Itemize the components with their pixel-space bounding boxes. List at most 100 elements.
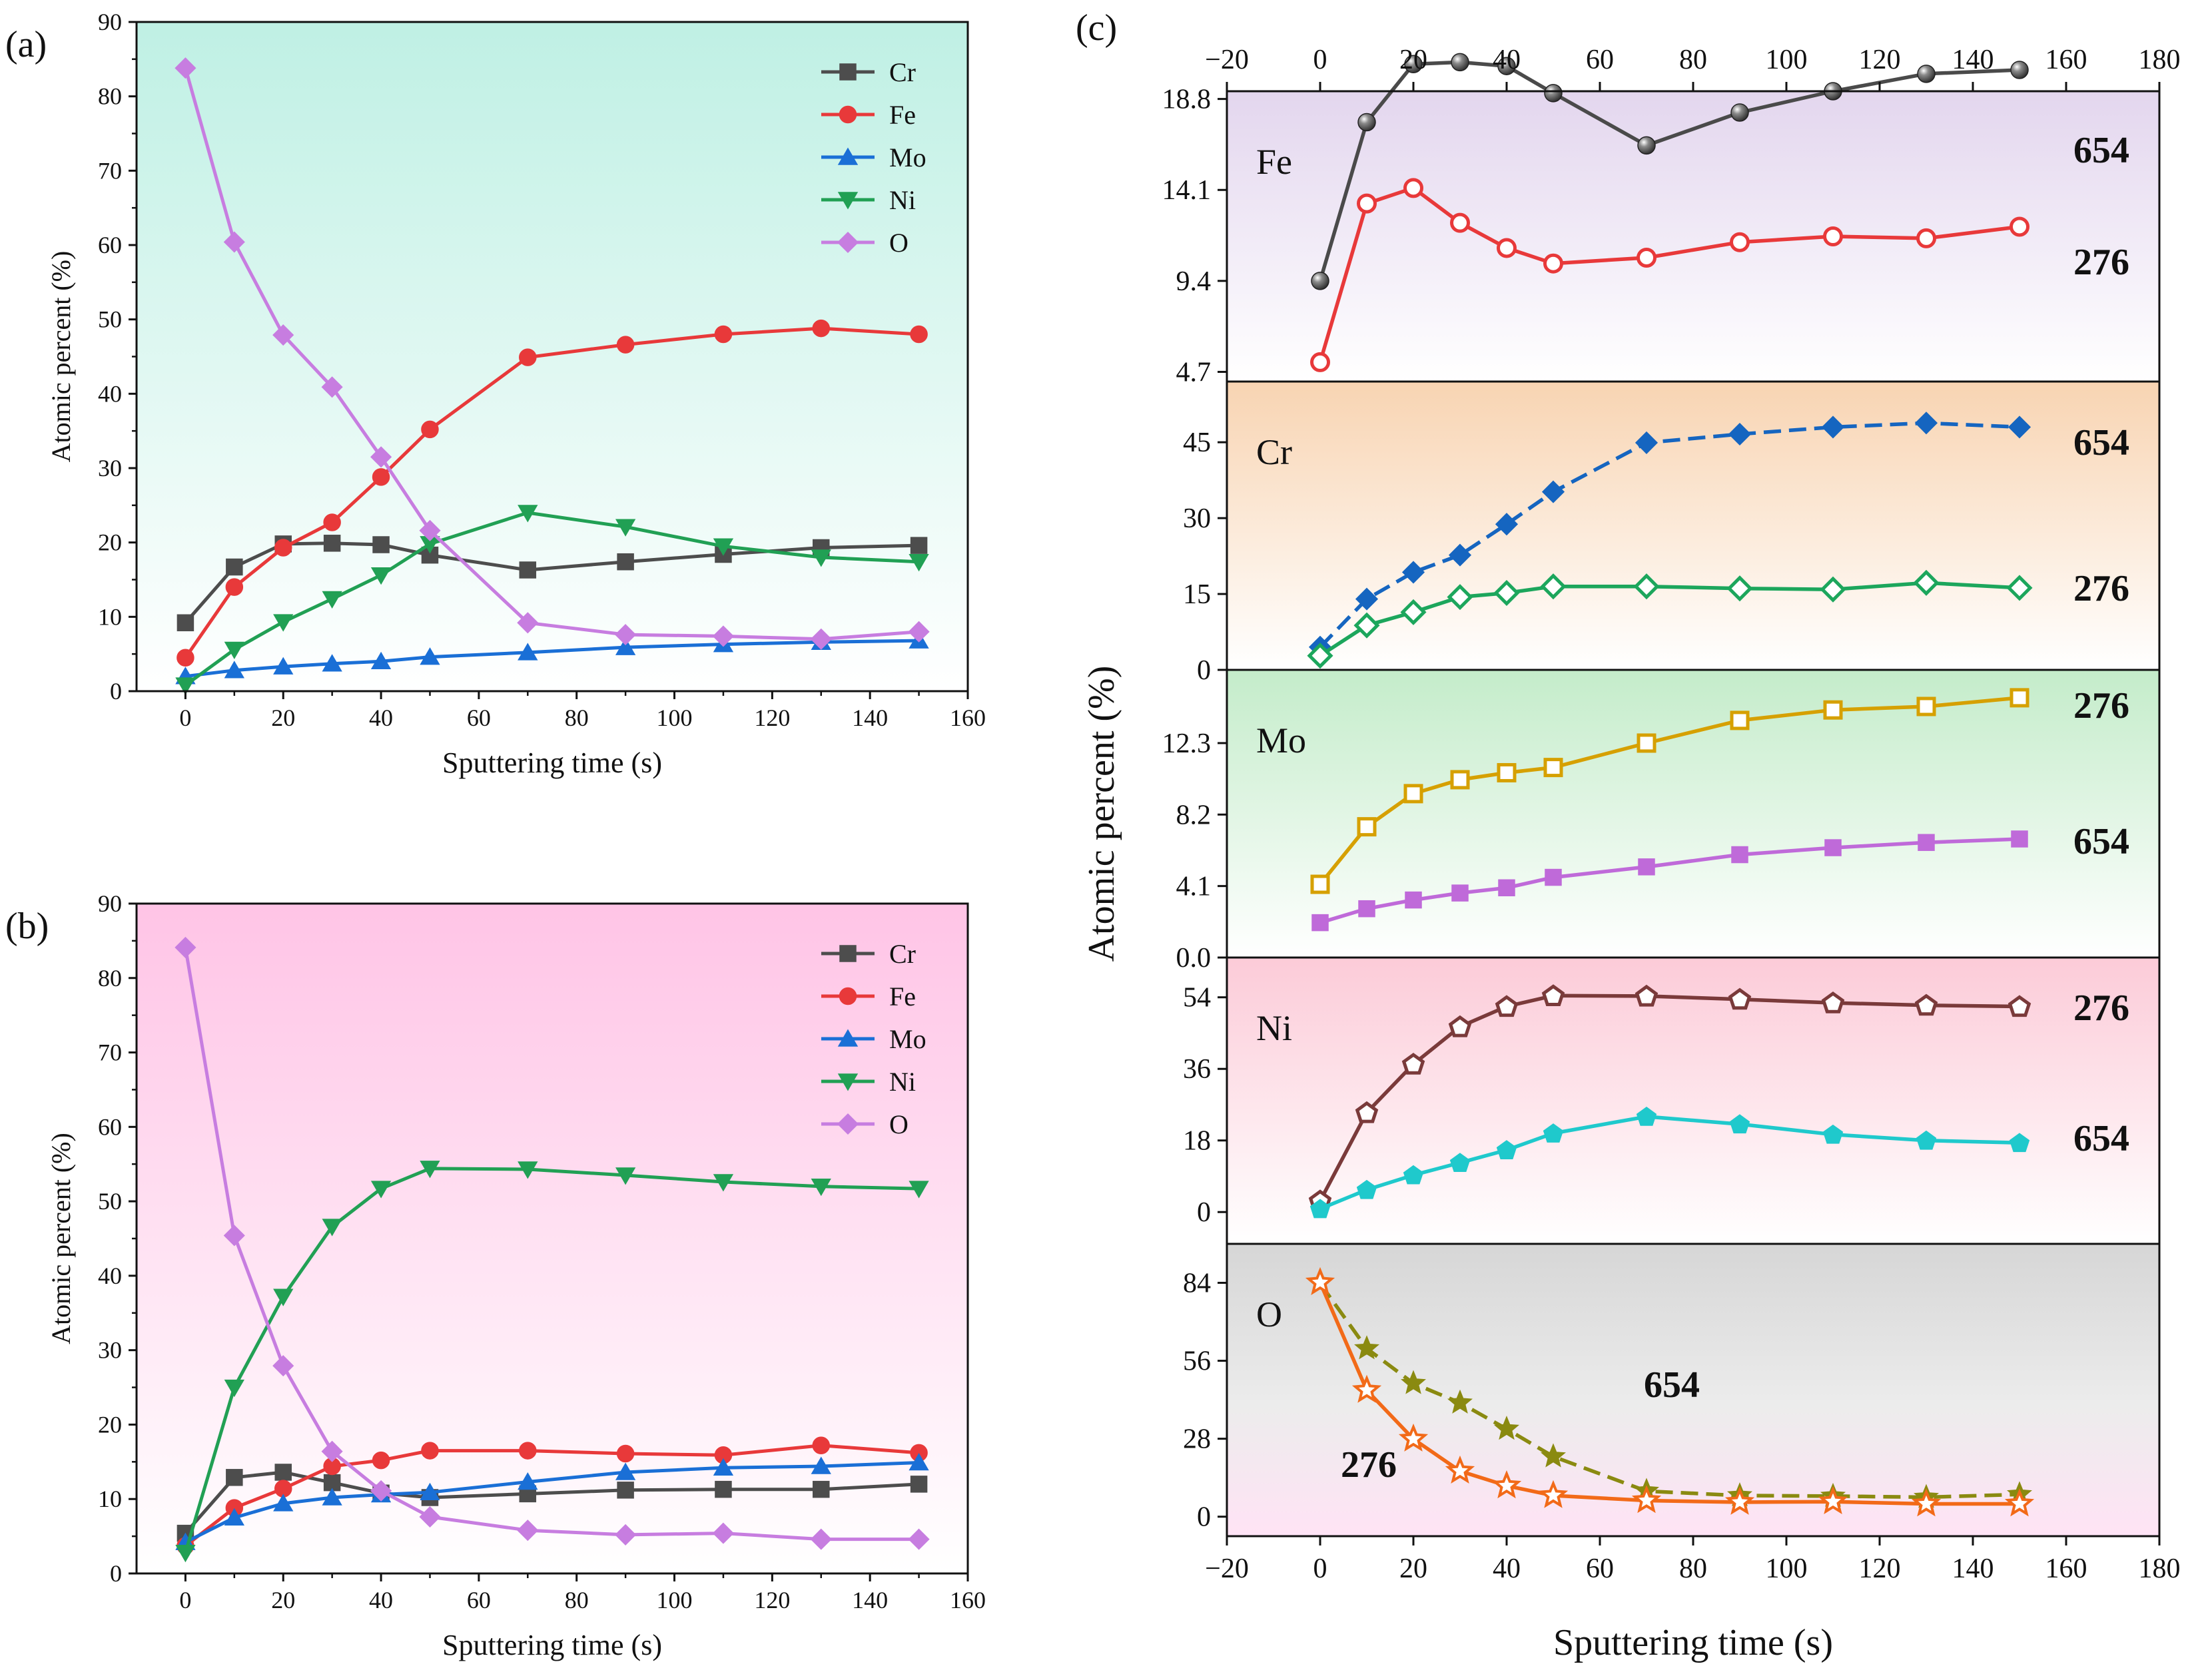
data-point-Ni (273, 1288, 294, 1306)
data-point-Mo-276 (1823, 700, 1843, 720)
x-tick-label: 80 (1679, 1553, 1707, 1584)
data-point-Ni (420, 1161, 440, 1179)
series-line-O-654 (1318, 1282, 2020, 1500)
data-point-Cr (323, 535, 341, 552)
data-point-Ni (518, 505, 538, 523)
data-point-O (517, 612, 539, 634)
data-point-Ni (224, 641, 245, 660)
y-tick-label: 0.0 (1176, 943, 1212, 974)
data-point-Cr-276 (1820, 576, 1846, 603)
data-point-Ni-276 (1821, 991, 1845, 1013)
subpanel-O: 654 276 0 28 56 84 O (1183, 1243, 2159, 1536)
legend-label-Ni: Ni (889, 1067, 916, 1097)
data-point-Ni-654 (1356, 1179, 1377, 1199)
data-point-Mo-654 (1451, 884, 1469, 902)
y-tick-label: 0 (1197, 655, 1211, 686)
data-point-Ni-654 (1309, 1199, 1331, 1219)
data-point-Mo (224, 661, 245, 679)
x-tick-label: 120 (754, 1587, 790, 1613)
data-point-Ni-276 (1541, 984, 1565, 1006)
panel-c: 654 276 4.7 9.4 14.1 18.8 Fe 654 276 0 15 30 45 Cr 276… (1076, 7, 2181, 1663)
series-label-Fe-654: 654 (2073, 130, 2129, 171)
element-label-Ni: Ni (1256, 1008, 1292, 1048)
legend-label-Ni: Ni (889, 185, 916, 215)
data-point-O (615, 624, 637, 646)
x-tick-label-top: 180 (2139, 45, 2181, 75)
data-point-Fe-654 (1917, 65, 1936, 83)
data-point-Fe-654 (1637, 136, 1656, 155)
series-label-Fe-276: 276 (2073, 242, 2129, 283)
data-point-Mo-276 (1543, 758, 1563, 778)
x-tick-label: 60 (467, 1587, 491, 1613)
data-point-Fe-654 (1357, 113, 1376, 132)
series-label-O-654: 654 (1644, 1364, 1700, 1406)
data-point-Fe (323, 513, 341, 531)
data-point-O-276 (1724, 1486, 1755, 1515)
data-point-Ni-654 (2009, 1133, 2030, 1153)
y-tick-label: 4.1 (1176, 872, 1212, 902)
data-point-Mo-276 (1497, 762, 1517, 782)
x-tick-label-top: 120 (1859, 45, 1901, 75)
x-tick-label-top: 0 (1313, 45, 1327, 75)
data-point-O (517, 1520, 539, 1541)
data-point-O-654 (1401, 1370, 1426, 1394)
data-point-O (419, 1506, 441, 1528)
data-point-Mo-276 (1403, 784, 1423, 804)
data-point-Cr-654 (1495, 513, 1519, 536)
x-tick-label: 0 (179, 1587, 191, 1613)
data-point-Ni (322, 591, 342, 609)
data-point-Mo (811, 1456, 831, 1474)
data-point-Mo-276 (1450, 770, 1470, 790)
data-point-Fe (616, 336, 635, 354)
x-tick-label: 160 (950, 1587, 986, 1613)
y-axis-label: Atomic percent (%) (46, 1133, 76, 1344)
y-tick-label: 0 (110, 678, 122, 704)
y-axis-label: Atomic percent (%) (46, 251, 76, 463)
y-tick-label: 45 (1183, 427, 1211, 458)
y-tick-label: 20 (98, 1411, 122, 1438)
data-point-Fe-276 (1403, 178, 1423, 198)
data-point-Cr-276 (1493, 579, 1520, 607)
data-point-O-276 (1631, 1485, 1662, 1514)
data-point-Cr-276 (1307, 643, 1333, 669)
data-point-Fe-654 (1497, 57, 1516, 75)
data-point-Fe (910, 325, 928, 344)
data-point-O (370, 1480, 392, 1502)
data-point-Fe-654 (1451, 53, 1469, 72)
x-axis-label: Sputtering time (s) (442, 1629, 662, 1661)
data-point-Cr-276 (1400, 599, 1427, 625)
data-point-Cr-654 (1914, 412, 1938, 435)
data-point-O-276 (1911, 1488, 1942, 1517)
x-tick-label: 120 (754, 704, 790, 731)
data-point-Ni (273, 614, 294, 632)
data-point-O-654 (1447, 1389, 1473, 1414)
y-tick-label: 50 (98, 1188, 122, 1215)
data-point-O-276 (2004, 1488, 2035, 1517)
data-point-Cr (226, 558, 243, 576)
data-point-Mo-276 (1916, 697, 1936, 716)
legend-label-Mo: Mo (889, 1024, 926, 1054)
x-tick-label: 80 (565, 704, 589, 731)
data-point-Cr-276 (1353, 612, 1380, 639)
panel-label-b: (b) (5, 906, 49, 947)
data-point-Mo-654 (1638, 858, 1655, 876)
x-tick-label-top: 40 (1493, 45, 1521, 75)
data-point-Mo (273, 1494, 294, 1512)
data-point-Fe-654 (2010, 61, 2029, 79)
data-point-Ni (811, 549, 831, 567)
x-tick-label: 140 (852, 1587, 888, 1613)
data-point-Fe-654 (1730, 103, 1749, 122)
data-point-Fe (225, 578, 244, 596)
data-point-Mo-276 (1637, 733, 1656, 753)
data-point-Fe (274, 539, 292, 557)
data-point-O-276 (1445, 1455, 1475, 1484)
legend-marker-O (837, 231, 859, 254)
data-point-O-276 (1538, 1480, 1569, 1508)
legend-marker-Fe (839, 987, 857, 1005)
data-point-Ni-654 (1916, 1130, 1937, 1150)
data-point-Mo-654 (1405, 891, 1422, 909)
data-point-Cr (715, 1480, 732, 1498)
data-point-Fe (519, 348, 537, 366)
data-point-Ni-276 (1401, 1053, 1425, 1075)
x-tick-label: 40 (369, 704, 393, 731)
